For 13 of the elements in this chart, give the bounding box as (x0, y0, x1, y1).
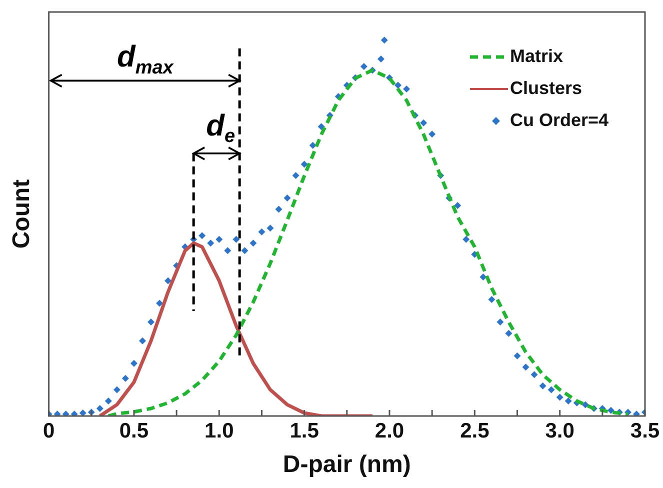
legend-label: Cu Order=4 (510, 110, 609, 130)
y-axis-title: Count (8, 179, 36, 249)
x-axis-title: D-pair (nm) (282, 451, 411, 478)
x-tick-label: 0.5 (119, 419, 149, 442)
legend-label: Clusters (510, 78, 582, 98)
x-tick-label: 2.0 (374, 419, 404, 442)
x-tick-label: 0 (42, 419, 55, 442)
x-tick-label: 3.5 (630, 419, 660, 442)
x-tick-label: 2.5 (460, 419, 490, 442)
x-tick-label: 3.0 (545, 419, 574, 442)
x-tick-label: 1.5 (290, 419, 320, 442)
x-tick-label: 1.0 (204, 419, 234, 442)
legend-label: Matrix (510, 46, 564, 66)
